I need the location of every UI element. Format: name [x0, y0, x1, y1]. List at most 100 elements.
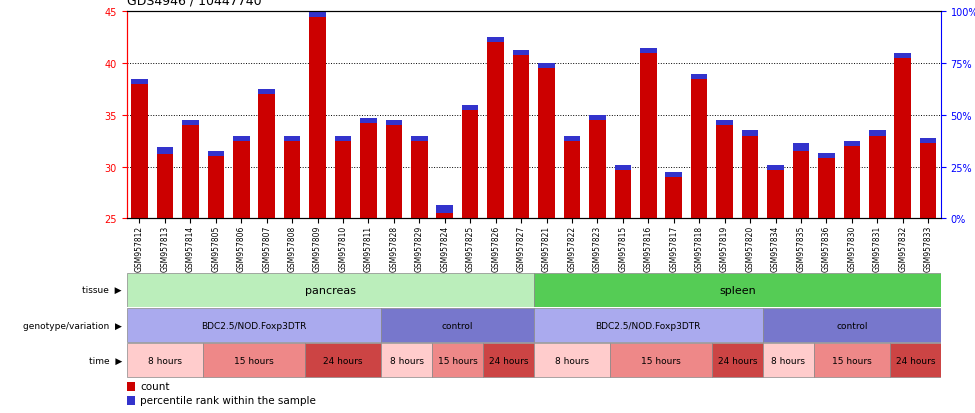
Bar: [717, 121, 733, 126]
Bar: [411, 141, 428, 219]
Text: 15 hours: 15 hours: [832, 356, 872, 365]
Text: count: count: [140, 381, 170, 391]
Bar: [284, 141, 300, 219]
Text: spleen: spleen: [719, 285, 756, 295]
Bar: [614, 170, 631, 219]
Text: control: control: [442, 321, 473, 330]
Bar: [890, 344, 941, 377]
Bar: [488, 38, 504, 43]
Text: 24 hours: 24 hours: [488, 356, 528, 365]
Bar: [742, 131, 759, 136]
Text: 15 hours: 15 hours: [642, 356, 681, 365]
Text: percentile rank within the sample: percentile rank within the sample: [140, 396, 316, 406]
Bar: [894, 54, 911, 59]
Text: time  ▶: time ▶: [89, 356, 122, 365]
Bar: [203, 344, 305, 377]
Bar: [182, 126, 199, 219]
Bar: [691, 79, 708, 219]
Bar: [127, 344, 203, 377]
Bar: [843, 147, 860, 219]
Bar: [767, 165, 784, 170]
Bar: [157, 148, 174, 155]
Text: 24 hours: 24 hours: [718, 356, 758, 365]
Bar: [919, 138, 936, 144]
Text: genotype/variation  ▶: genotype/variation ▶: [23, 321, 122, 330]
Text: 8 hours: 8 hours: [390, 356, 423, 365]
Text: 8 hours: 8 hours: [555, 356, 589, 365]
Bar: [305, 344, 381, 377]
Bar: [483, 344, 534, 377]
Text: 15 hours: 15 hours: [234, 356, 274, 365]
Bar: [742, 136, 759, 219]
Bar: [386, 126, 402, 219]
Bar: [334, 136, 351, 141]
Bar: [309, 17, 326, 219]
Bar: [157, 155, 174, 219]
Bar: [233, 136, 250, 141]
Bar: [437, 205, 453, 214]
Bar: [132, 79, 148, 85]
Bar: [534, 344, 610, 377]
Bar: [284, 136, 300, 141]
Bar: [534, 309, 762, 342]
Text: control: control: [837, 321, 868, 330]
Bar: [411, 136, 428, 141]
Bar: [614, 165, 631, 170]
Bar: [437, 214, 453, 219]
Bar: [712, 344, 762, 377]
Text: 24 hours: 24 hours: [324, 356, 363, 365]
Bar: [132, 85, 148, 219]
Bar: [762, 344, 814, 377]
Bar: [334, 141, 351, 219]
Text: BDC2.5/NOD.Foxp3DTR: BDC2.5/NOD.Foxp3DTR: [201, 321, 307, 330]
Bar: [564, 141, 580, 219]
Bar: [666, 178, 682, 219]
Bar: [818, 154, 835, 159]
Bar: [513, 56, 529, 219]
Bar: [127, 309, 381, 342]
Bar: [208, 152, 224, 157]
Bar: [127, 273, 534, 307]
Bar: [258, 95, 275, 219]
Bar: [691, 74, 708, 79]
Bar: [381, 309, 534, 342]
Bar: [182, 121, 199, 126]
Text: pancreas: pancreas: [305, 285, 356, 295]
Bar: [534, 273, 941, 307]
Bar: [381, 344, 432, 377]
Bar: [488, 43, 504, 219]
Bar: [762, 309, 941, 342]
Bar: [258, 90, 275, 95]
Bar: [793, 144, 809, 152]
Bar: [589, 121, 605, 219]
Bar: [538, 69, 555, 219]
Bar: [793, 152, 809, 219]
Bar: [564, 136, 580, 141]
Bar: [208, 157, 224, 219]
Bar: [432, 344, 483, 377]
Bar: [666, 173, 682, 178]
Text: GDS4946 / 10447740: GDS4946 / 10447740: [127, 0, 261, 8]
Bar: [513, 51, 529, 56]
Bar: [462, 110, 479, 219]
Bar: [127, 382, 136, 391]
Bar: [814, 344, 890, 377]
Text: 8 hours: 8 hours: [148, 356, 182, 365]
Bar: [360, 124, 376, 219]
Bar: [309, 12, 326, 17]
Bar: [767, 170, 784, 219]
Bar: [894, 59, 911, 219]
Text: 8 hours: 8 hours: [771, 356, 805, 365]
Bar: [589, 116, 605, 121]
Text: 24 hours: 24 hours: [896, 356, 935, 365]
Bar: [640, 48, 656, 54]
Bar: [843, 141, 860, 147]
Text: tissue  ▶: tissue ▶: [82, 286, 122, 294]
Bar: [919, 144, 936, 219]
Bar: [233, 141, 250, 219]
Bar: [127, 396, 136, 405]
Bar: [386, 121, 402, 126]
Bar: [538, 64, 555, 69]
Bar: [610, 344, 712, 377]
Bar: [640, 54, 656, 219]
